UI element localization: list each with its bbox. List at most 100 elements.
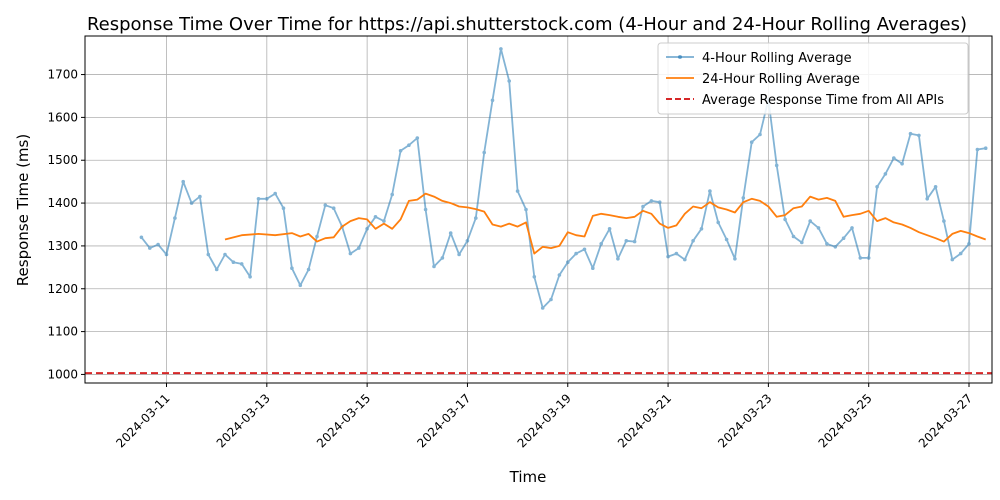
data-point (933, 185, 938, 189)
data-point (808, 219, 812, 223)
data-point (607, 227, 612, 231)
data-point (582, 247, 587, 252)
data-point (524, 207, 528, 212)
data-point (917, 133, 921, 138)
legend-box (657, 42, 969, 115)
data-point (323, 203, 328, 207)
data-point (616, 257, 620, 261)
x-tick-label: 2024-03-19 (515, 391, 574, 450)
x-axis-ticks: 2024-03-11 2024-03-13 2024-03-15 2024-03-17… (113, 383, 975, 450)
data-point (875, 185, 879, 189)
x-tick-label: 2024-03-15 (314, 391, 373, 450)
data-point (900, 161, 904, 166)
data-point (908, 131, 913, 136)
series-24h-rolling (224, 192, 987, 255)
data-point (800, 240, 804, 245)
data-point (699, 227, 704, 231)
data-point (306, 267, 311, 272)
data-point (724, 237, 729, 242)
data-point (198, 194, 202, 199)
x-tick-label: 2024-03-27 (916, 391, 975, 450)
data-point (557, 273, 562, 277)
data-point (331, 206, 336, 210)
data-point (440, 256, 445, 260)
data-point (975, 147, 980, 152)
y-tick-label: 1400 (47, 196, 78, 210)
data-point (315, 234, 319, 239)
data-point (649, 199, 654, 203)
data-point (691, 239, 695, 243)
data-point (666, 254, 670, 259)
data-point (398, 149, 403, 153)
data-point (674, 251, 679, 256)
x-tick-label: 2024-03-13 (214, 391, 273, 450)
data-point (432, 264, 436, 269)
data-point (415, 136, 420, 140)
data-point (758, 132, 762, 137)
plot-frame (84, 35, 993, 384)
data-point (231, 260, 236, 265)
data-point (657, 200, 662, 204)
data-point (591, 266, 595, 271)
data-point (749, 140, 754, 144)
data-point (148, 246, 152, 250)
data-point (825, 242, 829, 246)
data-point (256, 197, 261, 201)
data-point (139, 235, 144, 240)
data-point (833, 245, 838, 249)
data-point (950, 257, 955, 262)
y-tick-label: 1700 (47, 68, 78, 82)
data-point (507, 79, 512, 83)
data-point (206, 252, 211, 257)
data-point (816, 226, 821, 230)
data-point (708, 189, 712, 193)
data-point (841, 236, 846, 240)
y-axis-title: Response Time (ms) (14, 134, 32, 286)
series-line (224, 192, 987, 255)
data-point (265, 197, 269, 201)
data-point (164, 252, 169, 257)
data-point (457, 252, 461, 257)
data-point (373, 215, 378, 219)
legend-marker (678, 55, 682, 59)
y-tick-label: 1500 (47, 153, 78, 167)
legend-label: 24-Hour Rolling Average (702, 72, 860, 87)
data-point (549, 297, 553, 302)
series-line (140, 48, 986, 309)
data-point (683, 257, 687, 262)
data-point (624, 239, 629, 243)
data-point (173, 216, 177, 220)
data-point (365, 227, 369, 231)
data-point (423, 207, 428, 212)
x-tick-label: 2024-03-11 (113, 391, 172, 450)
data-point (892, 156, 896, 160)
data-point (248, 275, 252, 279)
data-point (474, 216, 478, 220)
data-point (181, 179, 185, 184)
data-point (214, 267, 219, 272)
data-point (290, 266, 294, 271)
data-point (382, 219, 386, 223)
data-point (189, 201, 194, 205)
data-point (448, 231, 453, 235)
data-point (223, 252, 227, 257)
data-point (357, 246, 361, 250)
x-tick-label: 2024-03-25 (816, 391, 875, 450)
data-point (983, 146, 988, 150)
data-point (566, 260, 570, 265)
x-tick-label: 2024-03-23 (715, 391, 774, 450)
data-point (407, 143, 411, 147)
y-tick-label: 1200 (47, 282, 78, 296)
data-point (850, 226, 854, 230)
series-4h-rolling (139, 47, 988, 310)
x-axis-title: Time (509, 468, 547, 486)
data-point (540, 306, 545, 310)
y-axis-ticks: 1000 1100 1200 1300 1400 1500 1600 1700 (47, 68, 85, 381)
y-tick-label: 1000 (47, 367, 78, 381)
data-point (967, 242, 971, 246)
x-tick-label: 2024-03-21 (615, 391, 674, 450)
data-point (783, 217, 787, 222)
data-point (532, 275, 537, 279)
data-point (490, 98, 495, 103)
data-point (465, 239, 470, 243)
